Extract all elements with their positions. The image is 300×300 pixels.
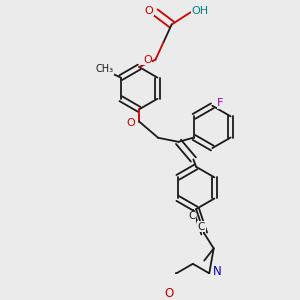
Text: N: N bbox=[212, 266, 221, 278]
Text: OH: OH bbox=[192, 6, 209, 16]
Text: O: O bbox=[143, 55, 152, 65]
Text: C: C bbox=[198, 222, 205, 232]
Text: O: O bbox=[144, 6, 153, 16]
Text: C: C bbox=[188, 212, 196, 221]
Text: O: O bbox=[164, 287, 173, 300]
Text: CH₃: CH₃ bbox=[95, 64, 114, 74]
Text: F: F bbox=[217, 98, 224, 108]
Text: O: O bbox=[127, 118, 135, 128]
